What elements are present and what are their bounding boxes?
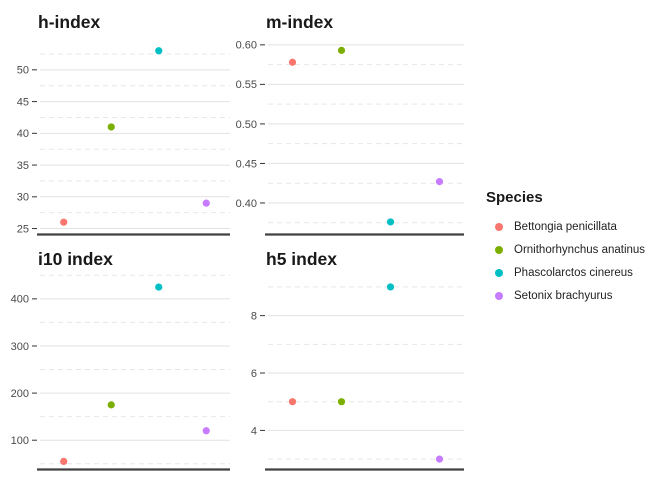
y-tick-label: 0.45	[236, 158, 257, 170]
legend-dot-icon	[495, 245, 503, 254]
legend: Species Bettongia penicillata Ornithorhy…	[486, 189, 645, 307]
y-tick-label: 35	[17, 160, 29, 172]
facet-plot-m-index: 0.40 0.45 0.50 0.55 0.60	[236, 40, 464, 236]
facet-title-i10-index: i10 index	[38, 249, 113, 269]
y-tick-label: 400	[11, 294, 29, 306]
y-tick-label: 0.60	[236, 40, 257, 52]
data-point	[435, 178, 444, 186]
legend-item: Ornithorhynchus anatinus	[486, 238, 645, 261]
y-tick-label: 0.55	[236, 79, 257, 91]
y-tick-label: 200	[11, 388, 29, 400]
y-tick-label: 0.50	[236, 119, 257, 131]
data-point	[60, 218, 68, 226]
data-point	[155, 283, 163, 291]
legend-item-label: Setonix brachyurus	[514, 289, 613, 302]
y-tick-label: 25	[17, 223, 29, 235]
y-tick-label: 45	[17, 96, 29, 108]
data-point	[386, 218, 395, 226]
data-point	[107, 123, 115, 131]
legend-item-label: Ornithorhynchus anatinus	[514, 243, 646, 256]
facet-panel-m-index: m-index 0.40 0.45 0.50 0.55 0.60	[228, 0, 472, 240]
data-point	[386, 283, 395, 291]
y-tick-label: 40	[17, 128, 29, 140]
data-point	[202, 199, 210, 207]
facet-plot-h-index: 25 30 35 40 45 50	[17, 47, 230, 236]
y-tick-label: 8	[251, 310, 257, 322]
data-point	[155, 47, 163, 55]
legend-dot-icon	[495, 291, 503, 300]
data-point	[337, 398, 346, 406]
data-point	[107, 401, 115, 409]
facet-panel-h5-index: h5 index 4 6 8	[228, 240, 472, 480]
legend-item-label: Phascolarctos cinereus	[514, 266, 633, 279]
facet-title-h5-index: h5 index	[266, 249, 337, 269]
facet-panel-i10-index: i10 index 100 200 300 400	[0, 240, 232, 480]
legend-item: Phascolarctos cinereus	[486, 261, 645, 284]
y-tick-label: 6	[251, 368, 257, 380]
legend-title: Species	[486, 189, 543, 206]
data-point	[60, 457, 68, 466]
y-tick-label: 4	[251, 425, 257, 437]
legend-item-label: Bettongia penicillata	[514, 220, 617, 233]
facet-plot-h5-index: 4 6 8	[251, 283, 464, 471]
y-tick-label: 50	[17, 65, 29, 77]
y-tick-label: 0.40	[236, 198, 257, 210]
legend-item: Setonix brachyurus	[486, 284, 645, 307]
y-tick-label: 300	[11, 341, 29, 353]
facet-title-m-index: m-index	[266, 12, 334, 32]
facet-title-h-index: h-index	[38, 12, 101, 32]
y-tick-label: 100	[11, 435, 29, 447]
facet-panel-h-index: h-index 25 30 35 40 45 50	[0, 0, 232, 240]
data-point	[435, 455, 444, 463]
y-tick-label: 30	[17, 192, 29, 204]
facet-plot-i10-index: 100 200 300 400	[11, 274, 230, 471]
legend-item: Bettongia penicillata	[486, 215, 645, 238]
data-point	[337, 46, 346, 54]
data-point	[288, 58, 297, 66]
legend-dot-icon	[495, 222, 503, 231]
data-point	[288, 398, 297, 406]
data-point	[202, 427, 210, 435]
legend-dot-icon	[495, 268, 503, 277]
